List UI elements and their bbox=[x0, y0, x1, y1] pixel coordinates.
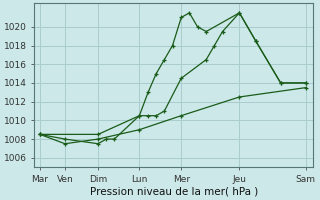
X-axis label: Pression niveau de la mer( hPa ): Pression niveau de la mer( hPa ) bbox=[90, 187, 258, 197]
